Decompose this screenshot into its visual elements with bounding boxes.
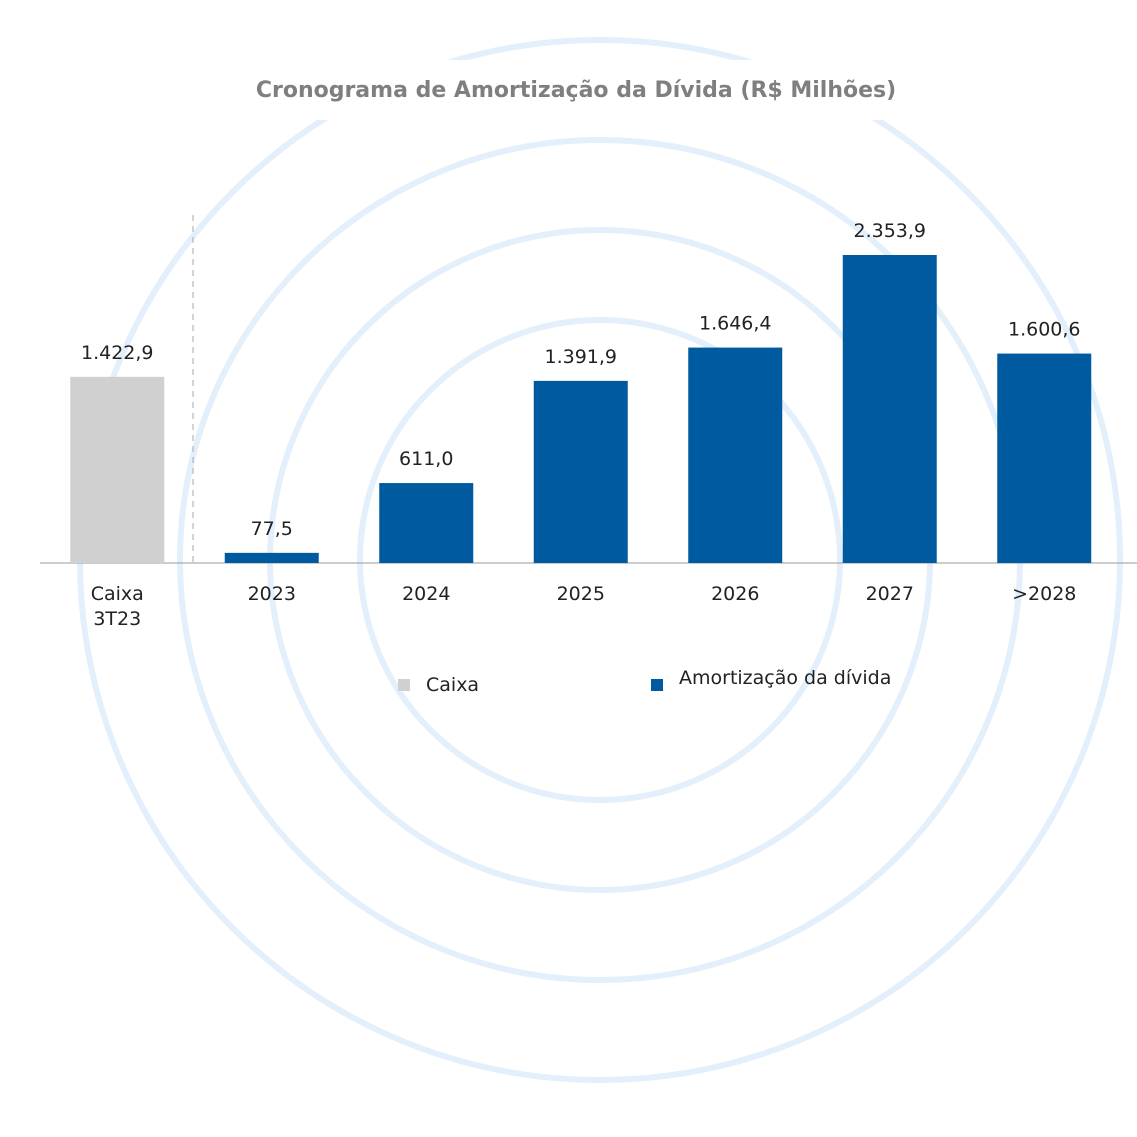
value-label: 1.422,9 [81, 342, 154, 364]
bar [688, 347, 783, 563]
title-backdrop [200, 60, 940, 120]
value-label: 2.353,9 [853, 220, 926, 242]
bar [70, 376, 165, 563]
bar [224, 552, 319, 563]
legend-swatch [398, 679, 410, 691]
x-tick-label: 2024 [402, 583, 451, 605]
x-tick-label: 2026 [711, 583, 760, 605]
bar [997, 353, 1092, 563]
value-label: 1.391,9 [544, 346, 617, 368]
bar [842, 255, 937, 563]
value-label: 77,5 [251, 518, 293, 540]
value-label: 611,0 [399, 448, 453, 470]
legend-swatch [651, 679, 663, 691]
x-tick-label: 2025 [556, 583, 605, 605]
x-tick-label: Caixa 3T23 [90, 583, 144, 630]
bar [379, 483, 474, 563]
value-label: 1.600,6 [1008, 319, 1081, 341]
bar [533, 380, 628, 563]
x-tick-label: 2023 [247, 583, 296, 605]
x-tick-label: 2027 [865, 583, 914, 605]
legend-label: Caixa [426, 674, 479, 696]
legend-label: Amortização da dívida [679, 667, 891, 689]
x-tick-label: >2028 [1012, 583, 1077, 605]
value-label: 1.646,4 [699, 313, 772, 335]
chart-title: Cronograma de Amortização da Dívida (R$ … [256, 78, 896, 103]
